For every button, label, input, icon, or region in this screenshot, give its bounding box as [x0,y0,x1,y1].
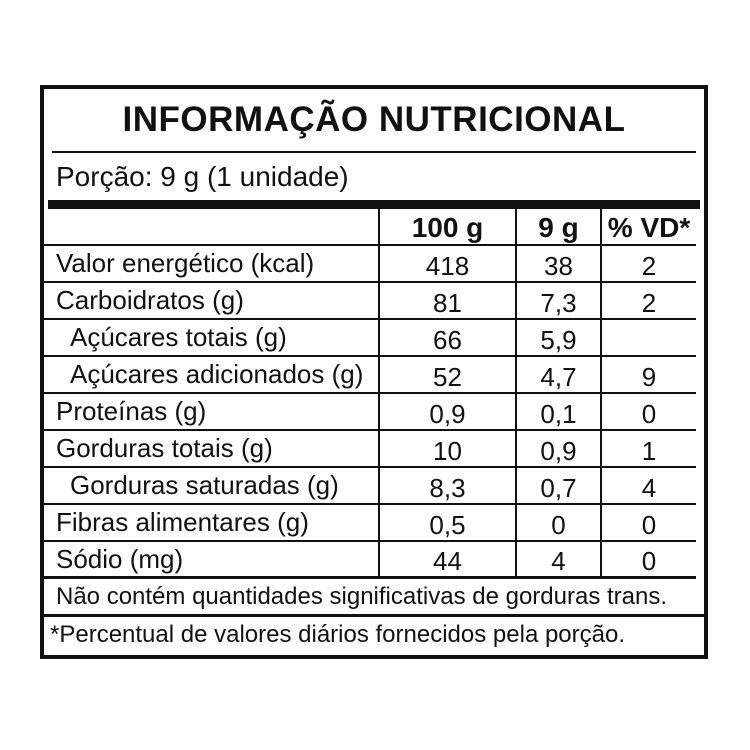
serving-size-text: Porção: 9 g (1 unidade) [56,160,349,192]
nutrient-name: Proteínas (g) [56,396,207,426]
table-header-row: 100 g 9 g % VD* [44,209,696,246]
value-daily-pct: 2 [600,283,696,318]
value-per-serving: 0,7 [515,468,600,503]
value-per-serving: 7,3 [515,283,600,318]
table-row: Açúcares totais (g) 66 5,9 [44,320,696,357]
value-per-serving: 5,9 [515,320,600,355]
value-daily-pct: 0 [600,542,696,576]
header-daily-value-pct: % VD* [600,209,696,244]
value-per-serving: 0,9 [515,431,600,466]
value-per-100g: 418 [378,246,515,281]
table-row: Açúcares adicionados (g) 52 4,7 9 [44,357,696,394]
value-per-100g: 81 [378,283,515,318]
value-daily-pct: 0 [600,394,696,429]
table-row: Valor energético (kcal) 418 38 2 [44,246,696,283]
value-per-serving: 0 [515,505,600,540]
daily-value-footnote: *Percentual de valores diários fornecido… [44,614,704,652]
value-daily-pct: 1 [600,431,696,466]
value-per-100g: 44 [378,542,515,576]
table-row: Gorduras totais (g) 10 0,9 1 [44,431,696,468]
nutrient-name: Açúcares totais (g) [70,322,287,352]
value-daily-pct: 2 [600,246,696,281]
value-per-100g: 52 [378,357,515,392]
table-row: Proteínas (g) 0,9 0,1 0 [44,394,696,431]
nutrient-name: Carboidratos (g) [56,285,244,315]
table-row: Gorduras saturadas (g) 8,3 0,7 4 [44,468,696,505]
value-per-serving: 38 [515,246,600,281]
nutrition-table: 100 g 9 g % VD* Valor energético (kcal) … [44,209,696,579]
table-row: Carboidratos (g) 81 7,3 2 [44,283,696,320]
nutrient-name: Valor energético (kcal) [56,248,315,278]
table-row: Sódio (mg) 44 4 0 [44,542,696,579]
nutrient-name: Gorduras totais (g) [56,433,273,463]
nutrient-name: Açúcares adicionados (g) [70,359,364,389]
nutrient-name: Gorduras saturadas (g) [70,470,339,500]
value-daily-pct: 9 [600,357,696,392]
label-title: INFORMAÇÃO NUTRICIONAL [122,100,626,139]
value-per-100g: 0,5 [378,505,515,540]
value-per-100g: 10 [378,431,515,466]
value-per-100g: 66 [378,320,515,355]
nutrition-label: INFORMAÇÃO NUTRICIONAL Porção: 9 g (1 un… [40,85,708,659]
header-per-100g: 100 g [378,209,515,244]
value-per-100g: 8,3 [378,468,515,503]
trans-fat-note: Não contém quantidades significativas de… [56,582,668,610]
nutrient-name: Sódio (mg) [56,543,184,574]
nutrient-name: Fibras alimentares (g) [56,507,309,537]
table-top-bar [48,200,700,209]
header-nutrient-column [44,209,378,244]
value-daily-pct [600,320,696,355]
title-divider [52,151,696,153]
value-daily-pct: 0 [600,505,696,540]
header-per-serving: 9 g [515,209,600,244]
value-per-serving: 0,1 [515,394,600,429]
value-daily-pct: 4 [600,468,696,503]
value-per-serving: 4,7 [515,357,600,392]
table-row: Fibras alimentares (g) 0,5 0 0 [44,505,696,542]
value-per-100g: 0,9 [378,394,515,429]
value-per-serving: 4 [515,542,600,576]
